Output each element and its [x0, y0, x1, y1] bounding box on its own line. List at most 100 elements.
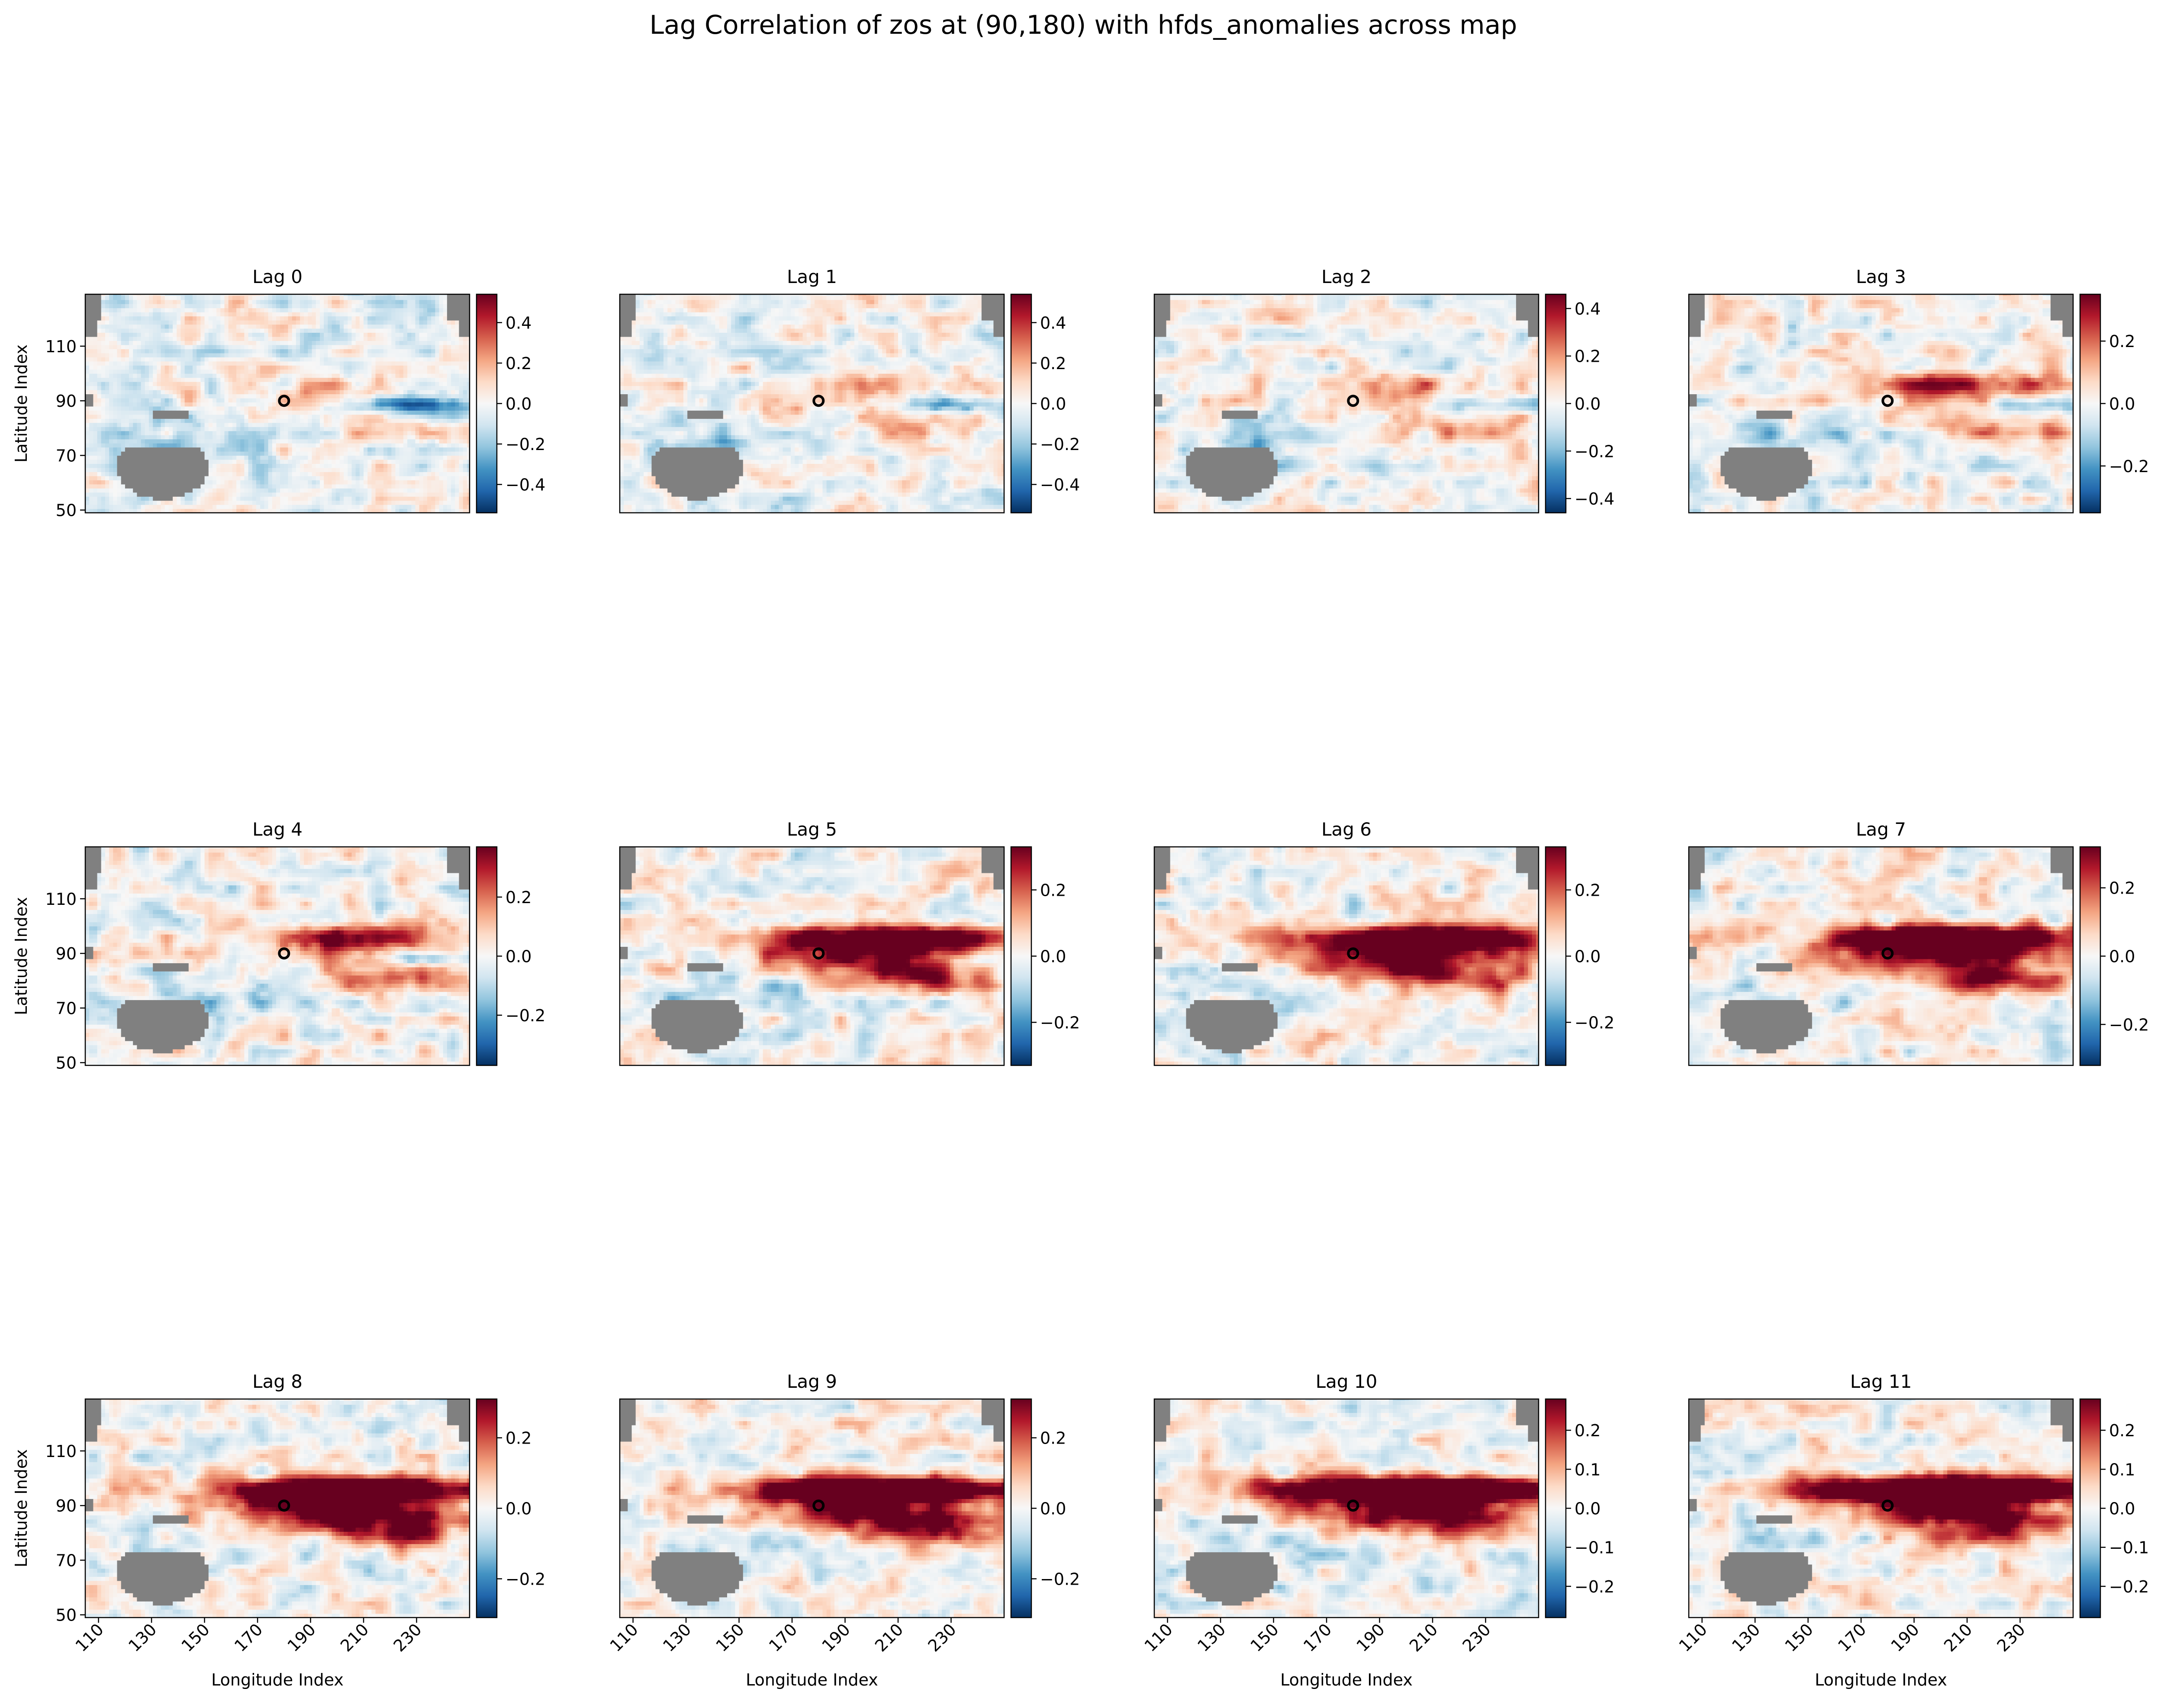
heatmap-cell [328, 304, 332, 308]
heatmap-cell [256, 484, 261, 489]
heatmap-cell [312, 373, 316, 378]
heatmap-cell [304, 332, 308, 337]
heatmap-cell [316, 386, 320, 390]
heatmap-cell [391, 455, 396, 460]
heatmap-cell [427, 337, 432, 341]
heatmap-cell [121, 349, 126, 353]
heatmap-cell [85, 451, 90, 456]
heatmap-cell [288, 418, 293, 423]
heatmap-cell [284, 501, 288, 505]
heatmap-cell [304, 357, 308, 361]
heatmap-cell [276, 316, 280, 321]
heatmap-cell [367, 406, 372, 411]
heatmap-cell [376, 328, 380, 333]
heatmap-cell [367, 341, 372, 345]
heatmap-cell [161, 394, 165, 398]
heatmap-cell [209, 361, 213, 366]
heatmap-cell [371, 460, 376, 464]
heatmap-cell [439, 472, 444, 476]
heatmap-cell [380, 427, 384, 431]
heatmap-cell [248, 476, 253, 480]
heatmap-cell [415, 447, 420, 452]
heatmap-cell [97, 337, 102, 341]
heatmap-cell [407, 320, 412, 325]
heatmap-cell [165, 386, 169, 390]
heatmap-cell [97, 353, 102, 357]
heatmap-cell [216, 398, 221, 402]
heatmap-cell [189, 390, 193, 394]
heatmap-cell [340, 472, 344, 476]
heatmap-cell [252, 361, 257, 366]
heatmap-cell [161, 308, 165, 312]
heatmap-cell [403, 431, 408, 435]
heatmap-cell [113, 345, 117, 349]
heatmap-cell [165, 427, 169, 431]
heatmap-cell [133, 308, 137, 312]
heatmap-cell [391, 320, 396, 325]
heatmap-cell [216, 447, 221, 452]
heatmap-cell [117, 337, 122, 341]
heatmap-cell [340, 337, 344, 341]
heatmap-cell [205, 402, 209, 406]
heatmap-cell [304, 431, 308, 435]
heatmap-cell [284, 378, 288, 382]
heatmap-cell [463, 439, 467, 444]
heatmap-cell [181, 328, 185, 333]
heatmap-cell [360, 308, 364, 312]
heatmap-cell [133, 370, 137, 374]
heatmap-cell [216, 496, 221, 501]
heatmap-cell [97, 402, 102, 406]
heatmap-cell [296, 324, 300, 328]
heatmap-cell [149, 468, 153, 472]
heatmap-cell [220, 468, 225, 472]
heatmap-cell [248, 480, 253, 484]
heatmap-cell [256, 304, 261, 308]
heatmap-cell [360, 316, 364, 321]
heatmap-cell [157, 492, 161, 497]
heatmap-cell [371, 361, 376, 366]
heatmap-cell [296, 312, 300, 316]
heatmap-cell [308, 443, 312, 447]
heatmap-cell [165, 496, 169, 501]
heatmap-cell [387, 328, 392, 333]
heatmap-cell [141, 345, 145, 349]
heatmap-cell [367, 394, 372, 398]
heatmap-cell [205, 415, 209, 419]
heatmap-cell [173, 439, 177, 444]
heatmap-cell [399, 390, 404, 394]
heatmap-cell [173, 496, 177, 501]
heatmap-cell [312, 390, 316, 394]
heatmap-cell [411, 320, 415, 325]
heatmap-cell [399, 439, 404, 444]
heatmap-cell [415, 496, 420, 501]
heatmap-cell [165, 439, 169, 444]
heatmap-cell [89, 455, 93, 460]
heatmap-cell [455, 394, 459, 398]
heatmap-cell [189, 435, 193, 439]
heatmap-cell [205, 435, 209, 439]
heatmap-cell [105, 415, 109, 419]
heatmap-cell [229, 398, 233, 402]
heatmap-cell [431, 476, 435, 480]
heatmap-cell [276, 476, 280, 480]
heatmap-cell [280, 443, 284, 447]
heatmap-cell [324, 439, 328, 444]
heatmap-cell [216, 357, 221, 361]
heatmap-cell [264, 460, 268, 464]
heatmap-cell [344, 451, 348, 456]
heatmap-cell [125, 460, 129, 464]
heatmap-cell [348, 378, 352, 382]
heatmap-cell [113, 304, 117, 308]
heatmap-cell [296, 484, 300, 489]
heatmap-cell [97, 357, 102, 361]
heatmap-cell [169, 324, 173, 328]
heatmap-cell [105, 386, 109, 390]
heatmap-cell [352, 484, 356, 489]
heatmap-cell [443, 410, 448, 415]
heatmap-cell [145, 365, 149, 370]
heatmap-cell [161, 353, 165, 357]
heatmap-cell [387, 373, 392, 378]
heatmap-cell [225, 308, 229, 312]
heatmap-cell [161, 398, 165, 402]
heatmap-cell [371, 378, 376, 382]
